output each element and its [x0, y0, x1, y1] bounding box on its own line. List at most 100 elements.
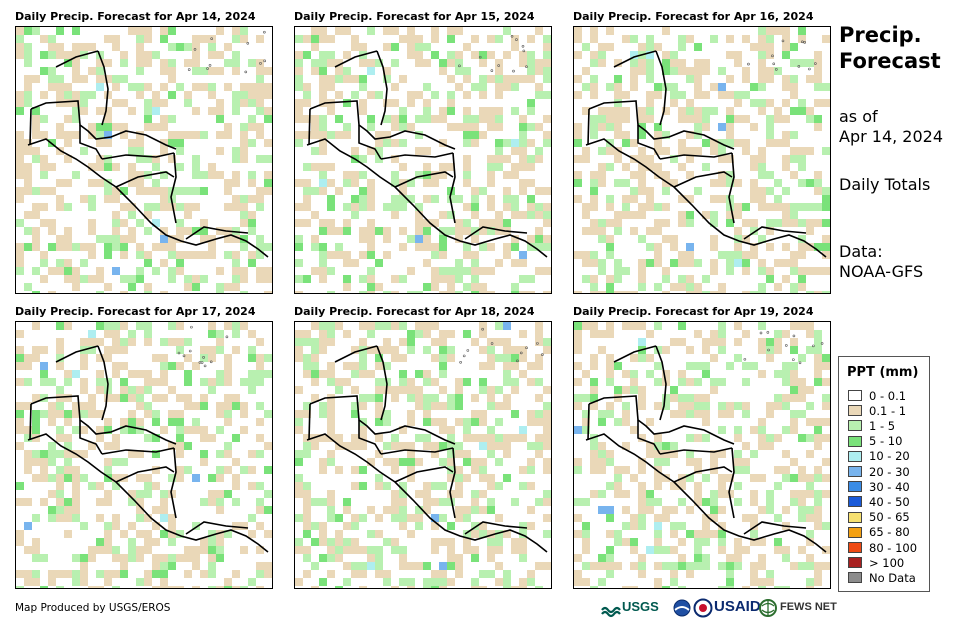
precip-cell: [463, 267, 471, 275]
precip-cell: [104, 195, 112, 203]
precip-cell: [830, 458, 831, 466]
precip-cell: [487, 291, 495, 293]
precip-cell: [359, 322, 367, 330]
precip-cell: [574, 498, 582, 506]
precip-cell: [88, 546, 96, 554]
precip-cell: [646, 450, 654, 458]
precip-cell: [758, 99, 766, 107]
precip-cell: [447, 227, 455, 235]
precip-cell: [535, 147, 543, 155]
precip-cell: [766, 506, 774, 514]
precip-cell: [88, 203, 96, 211]
precip-cell: [503, 171, 511, 179]
precip-cell: [551, 338, 552, 346]
precip-cell: [96, 235, 104, 243]
precip-cell: [774, 538, 782, 546]
precip-cell: [622, 538, 630, 546]
precip-cell: [678, 139, 686, 147]
precip-cell: [806, 386, 814, 394]
precip-cell: [367, 219, 375, 227]
precip-cell: [471, 418, 479, 426]
precip-cell: [487, 450, 495, 458]
precip-cell: [112, 163, 120, 171]
precip-cell: [192, 562, 200, 570]
precip-cell: [168, 322, 176, 330]
precip-cell: [399, 386, 407, 394]
precip-cell: [551, 187, 552, 195]
map-panel-6: [573, 321, 831, 589]
precip-cell: [606, 410, 614, 418]
precip-cell: [423, 482, 431, 490]
precip-cell: [359, 562, 367, 570]
precip-cell: [638, 179, 646, 187]
precip-cell: [184, 354, 192, 362]
precip-cell: [463, 91, 471, 99]
precip-cell: [24, 283, 32, 291]
precip-cell: [64, 442, 72, 450]
country-border: [464, 521, 528, 535]
precip-cell: [646, 442, 654, 450]
precip-cell: [104, 283, 112, 291]
precip-cell: [766, 570, 774, 578]
precip-cell: [184, 378, 192, 386]
island-outline: [743, 357, 747, 361]
precip-cell: [88, 43, 96, 51]
precip-cell: [503, 402, 511, 410]
precip-cell: [327, 490, 335, 498]
legend-swatch: [848, 466, 862, 477]
precip-cell: [343, 67, 351, 75]
precip-cell: [351, 179, 359, 187]
precip-cell: [80, 75, 88, 83]
precip-cell: [248, 370, 256, 378]
precip-cell: [590, 171, 598, 179]
precip-cell: [798, 498, 806, 506]
precip-cell: [654, 378, 662, 386]
precip-cell: [144, 251, 152, 259]
precip-cell: [686, 530, 694, 538]
precip-cell: [367, 123, 375, 131]
precip-cell: [64, 99, 72, 107]
precip-cell: [184, 59, 192, 67]
precip-cell: [80, 386, 88, 394]
precip-cell: [192, 155, 200, 163]
precip-cell: [766, 227, 774, 235]
precip-cell: [590, 450, 598, 458]
precip-cell: [551, 195, 552, 203]
precip-cell: [511, 259, 519, 267]
precip-cell: [702, 291, 710, 293]
precip-cell: [64, 410, 72, 418]
precip-cell: [463, 418, 471, 426]
precip-cell: [303, 179, 311, 187]
precip-cell: [256, 91, 264, 99]
map-graphic-4: [16, 322, 272, 588]
precip-cell: [527, 362, 535, 370]
precip-cell: [407, 291, 415, 293]
precip-cell: [678, 59, 686, 67]
precip-cell: [503, 51, 511, 59]
precip-cell: [256, 251, 264, 259]
precip-cell: [375, 410, 383, 418]
precip-cell: [136, 322, 144, 330]
precip-cell: [774, 107, 782, 115]
precip-cell: [654, 450, 662, 458]
precip-cell: [527, 35, 535, 43]
precip-cell: [471, 506, 479, 514]
precip-cell: [662, 51, 670, 59]
precip-cell: [232, 498, 240, 506]
precip-cell: [606, 291, 614, 293]
precip-cell: [622, 115, 630, 123]
precip-cell: [48, 243, 56, 251]
precip-cell: [782, 450, 790, 458]
precip-cell: [479, 219, 487, 227]
precip-cell: [790, 283, 798, 291]
precip-cell: [423, 490, 431, 498]
precip-cell: [702, 474, 710, 482]
legend-item: 65 - 80: [848, 525, 910, 539]
precip-cell: [112, 187, 120, 195]
precip-cell: [543, 291, 551, 293]
precip-cell: [463, 426, 471, 434]
precip-cell: [80, 450, 88, 458]
precip-cell: [734, 139, 742, 147]
precip-cell: [814, 522, 822, 530]
precip-cell: [614, 466, 622, 474]
